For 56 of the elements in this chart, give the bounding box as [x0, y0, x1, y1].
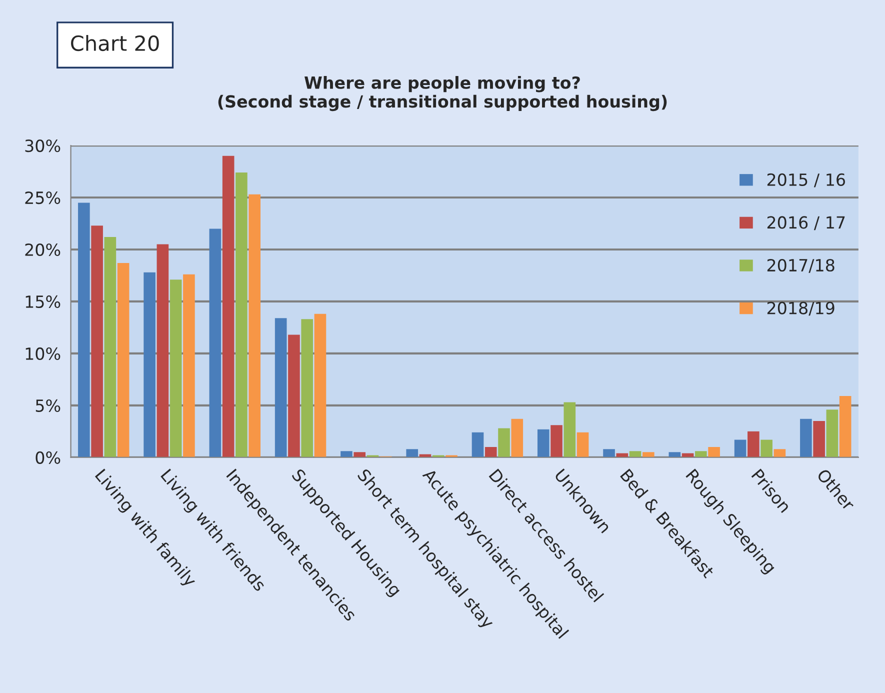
bar [248, 194, 260, 458]
bar [314, 314, 326, 458]
bar [642, 452, 654, 458]
bar [498, 428, 510, 458]
bar [576, 432, 589, 458]
y-tick-label: 15% [26, 295, 60, 308]
bar [695, 451, 707, 458]
bar [274, 318, 287, 458]
bar [117, 262, 130, 458]
legend-label: 2018/19 [767, 302, 834, 316]
bar [78, 202, 90, 458]
bar [209, 228, 222, 458]
bar [288, 334, 300, 458]
bar [550, 425, 562, 458]
bar [682, 453, 694, 458]
bar [748, 431, 760, 458]
y-tick-label: 30% [25, 139, 60, 152]
bar [301, 319, 313, 458]
bar [564, 402, 576, 458]
bar [734, 440, 746, 458]
bar [616, 453, 628, 458]
bar [668, 452, 681, 458]
y-tick-label: 10% [26, 347, 60, 360]
bar [222, 156, 234, 458]
bar [170, 280, 182, 458]
bar [839, 396, 852, 458]
bar [629, 451, 642, 458]
bar [91, 226, 103, 458]
bar [800, 418, 812, 458]
legend-label: 2016 / 17 [767, 216, 845, 230]
legend-label: 2017/18 [767, 258, 834, 273]
bar [354, 452, 366, 458]
bar [236, 172, 248, 458]
bar [340, 451, 352, 458]
bar [156, 244, 169, 458]
chart-title: Where are people moving to? (Second stage / transitional supported housing) [218, 76, 667, 112]
bar [813, 421, 825, 458]
y-tick-label: 20% [25, 243, 60, 256]
y-tick-label: 5% [36, 399, 60, 412]
bar [511, 418, 524, 458]
y-tick-label: 0% [36, 451, 60, 464]
bar [537, 429, 550, 458]
bar [406, 449, 418, 458]
bar [144, 272, 156, 458]
caption: Chart 20 [71, 34, 159, 52]
bar [104, 237, 116, 458]
bar [708, 446, 720, 458]
y-tick-label: 25% [25, 191, 60, 204]
bar [774, 449, 786, 458]
bar [760, 440, 772, 458]
legend-label: 2015 / 16 [767, 173, 845, 188]
bar [183, 274, 195, 458]
bar [472, 432, 484, 458]
bar [603, 449, 615, 458]
bar [826, 410, 838, 458]
bar [484, 446, 497, 458]
